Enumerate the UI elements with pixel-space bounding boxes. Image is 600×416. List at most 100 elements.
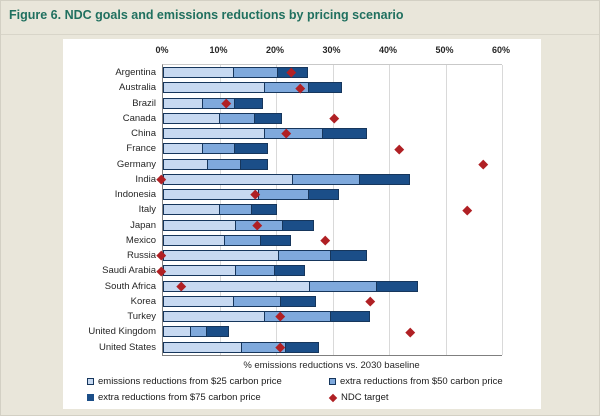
- country-label: India: [135, 173, 156, 185]
- country-label: Japan: [130, 219, 156, 231]
- segment-bar-75: [330, 311, 371, 322]
- stacked-bar: [163, 173, 410, 185]
- segment-bar-25: [163, 265, 237, 277]
- segment-bar-75: [307, 82, 342, 94]
- bar-row-united-kingdom: United Kingdom: [88, 324, 502, 339]
- country-label: Italy: [138, 204, 156, 216]
- segment-bar-50: [308, 280, 377, 292]
- x-tick-label-0: 0%: [155, 45, 169, 55]
- bar-row-russia: Russia: [127, 248, 502, 263]
- stacked-bar: [163, 234, 291, 246]
- legend-label: extra reductions from $75 carbon price: [98, 392, 261, 403]
- country-label: United States: [98, 341, 156, 353]
- chart-panel: 0% 10% 20% 30% 40% 50% 60% Argentina Aust…: [63, 39, 541, 409]
- stacked-bar: [163, 280, 419, 292]
- segment-bar-50: [258, 189, 309, 200]
- legend: emissions reductions from $25 carbon pri…: [63, 376, 541, 409]
- country-label: Canada: [122, 112, 156, 124]
- country-label: South Africa: [104, 280, 156, 292]
- x-tick-label-20: 20%: [265, 45, 284, 55]
- country-label: Argentina: [115, 67, 156, 78]
- segment-bar-25: [163, 143, 203, 155]
- segment-bar-25: [163, 67, 234, 78]
- bar-row-indonesia: Indonesia: [115, 187, 502, 202]
- legend-diamond-ndc-icon: [328, 393, 338, 402]
- stacked-bar: [163, 219, 314, 231]
- bar-row-australia: Australia: [119, 80, 502, 95]
- segment-bar-25: [163, 82, 265, 94]
- segment-bar-75: [206, 326, 229, 338]
- segment-bar-50: [277, 250, 332, 261]
- legend-item-ndc-target: NDC target: [328, 392, 389, 403]
- bar-row-mexico: Mexico: [126, 233, 502, 248]
- segment-bar-50: [291, 173, 360, 185]
- segment-bar-50: [201, 143, 236, 155]
- bar-row-turkey: Turkey: [127, 309, 502, 324]
- x-tick-label-40: 40%: [378, 45, 397, 55]
- segment-bar-75: [285, 341, 320, 353]
- segment-bar-50: [232, 67, 278, 78]
- segment-bar-75: [330, 250, 368, 261]
- gridline: [389, 65, 390, 355]
- segment-bar-25: [163, 97, 203, 109]
- gridline: [445, 65, 447, 355]
- segment-bar-50: [263, 311, 332, 322]
- legend-square-25-icon: [87, 378, 94, 385]
- ndc-target-diamond: [405, 327, 415, 337]
- ndc-target-diamond: [462, 205, 472, 215]
- segment-bar-75: [273, 265, 306, 277]
- segment-bar-25: [163, 204, 220, 216]
- segment-bar-50: [232, 295, 281, 307]
- segment-bar-50: [235, 265, 275, 277]
- segment-bar-50: [207, 158, 242, 170]
- country-label: United Kingdom: [88, 326, 156, 338]
- bar-row-brazil: Brazil: [132, 96, 502, 111]
- country-label: Turkey: [127, 311, 156, 322]
- gridline: [502, 65, 503, 355]
- ndc-target-diamond: [394, 144, 404, 154]
- segment-bar-75: [322, 128, 368, 139]
- legend-label: NDC target: [341, 392, 389, 403]
- plot-area: Argentina Australia Brazil Canada China Franc…: [88, 64, 503, 356]
- segment-bar-25: [163, 219, 237, 231]
- segment-bar-50: [224, 234, 261, 246]
- ndc-target-diamond: [329, 113, 339, 123]
- country-label: France: [126, 143, 156, 155]
- bar-row-korea: Korea: [131, 294, 502, 309]
- stacked-bar: [163, 82, 342, 94]
- segment-bar-25: [163, 295, 234, 307]
- title-divider: [1, 34, 599, 35]
- stacked-bar: [163, 189, 339, 200]
- segment-bar-75: [254, 112, 283, 124]
- x-tick-label-10: 10%: [209, 45, 228, 55]
- legend-square-50-icon: [329, 378, 336, 385]
- stacked-bar: [163, 158, 269, 170]
- segment-bar-50: [190, 326, 208, 338]
- ndc-target-diamond: [320, 235, 331, 245]
- country-label: China: [131, 128, 156, 139]
- segment-bar-75: [234, 143, 269, 155]
- country-label: Indonesia: [114, 189, 156, 200]
- legend-square-75-icon: [87, 394, 94, 401]
- stacked-bar: [163, 204, 277, 216]
- legend-label: extra reductions from $50 carbon price: [340, 376, 503, 387]
- bar-row-canada: Canada: [123, 111, 502, 126]
- segment-bar-25: [163, 326, 192, 338]
- bar-row-india: India: [135, 172, 502, 187]
- segment-bar-25: [163, 112, 220, 124]
- segment-bar-75: [251, 204, 277, 216]
- segment-bar-25: [163, 250, 279, 261]
- segment-bar-75: [240, 158, 269, 170]
- stacked-bar: [163, 295, 317, 307]
- x-tick-label-50: 50%: [435, 45, 454, 55]
- bar-row-united-states: United States: [99, 340, 502, 355]
- country-label: Australia: [119, 82, 156, 94]
- bar-row-china: China: [131, 126, 502, 141]
- segment-bar-25: [163, 128, 265, 139]
- ndc-target-diamond: [366, 296, 376, 306]
- segment-bar-75: [358, 173, 410, 185]
- legend-item-75-carbon-price: extra reductions from $75 carbon price: [87, 392, 261, 403]
- bar-row-saudi-arabia: Saudi Arabia: [102, 263, 502, 278]
- stacked-bar: [163, 311, 371, 322]
